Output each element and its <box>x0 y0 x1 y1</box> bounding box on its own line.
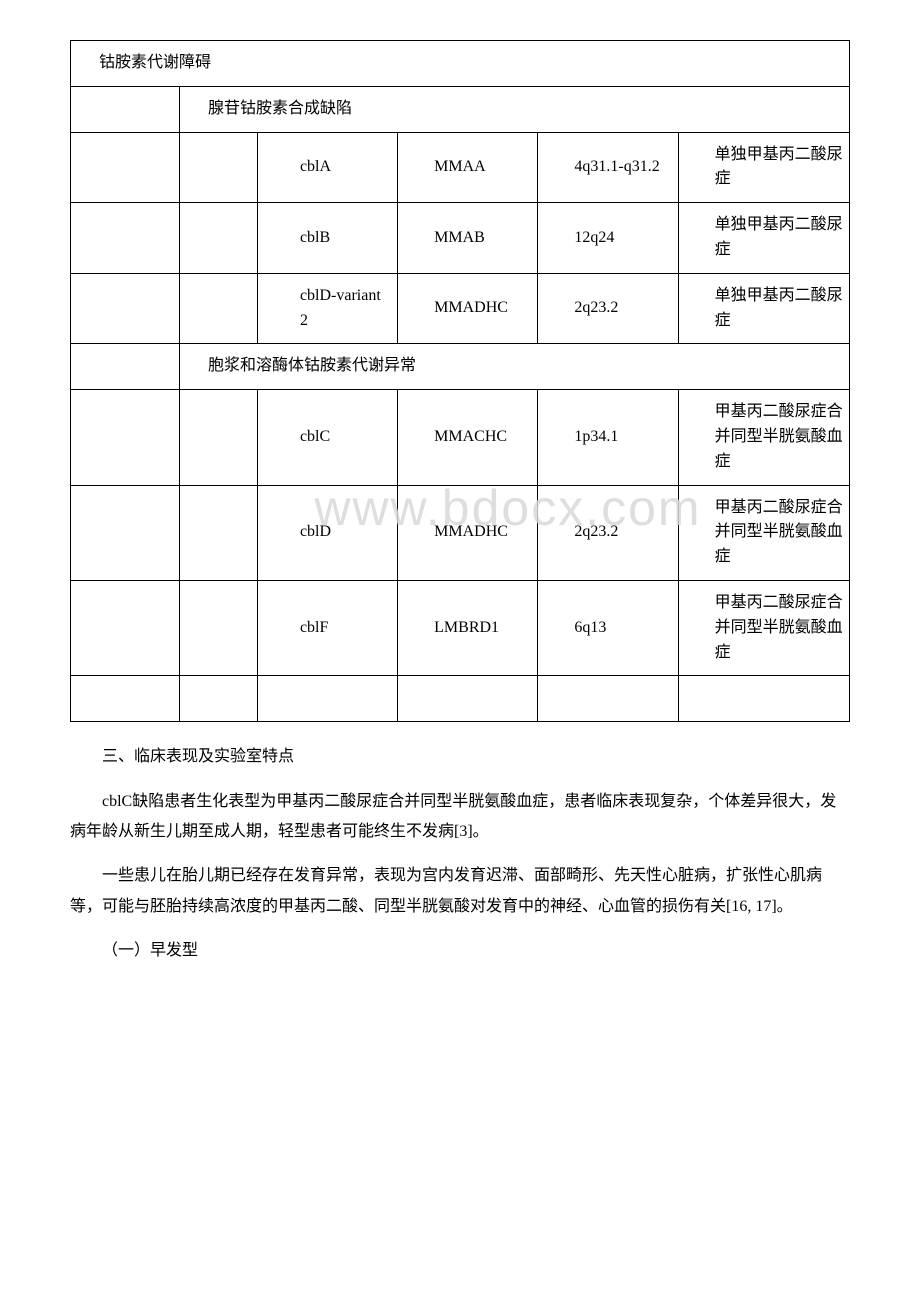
cell-locus: 4q31.1-q31.2 <box>538 132 678 203</box>
cell-locus: 12q24 <box>538 203 678 274</box>
body-text: 三、临床表现及实验室特点 cblC缺陷患者生化表型为甲基丙二酸尿症合并同型半胱氨… <box>70 742 850 966</box>
cell-type: cblD-variant 2 <box>257 273 397 344</box>
document-page: 钴胺素代谢障碍 腺苷钴胺素合成缺陷 cblA MMAA 4q31.1-q31.2… <box>0 0 920 1040</box>
classification-table: 钴胺素代谢障碍 腺苷钴胺素合成缺陷 cblA MMAA 4q31.1-q31.2… <box>70 40 850 722</box>
empty-cell <box>71 273 180 344</box>
empty-cell <box>398 676 538 722</box>
cell-type: cblB <box>257 203 397 274</box>
empty-cell <box>180 485 258 580</box>
cell-phenotype: 单独甲基丙二酸尿症 <box>678 203 849 274</box>
cell-phenotype: 单独甲基丙二酸尿症 <box>678 132 849 203</box>
table-row: cblA MMAA 4q31.1-q31.2 单独甲基丙二酸尿症 <box>71 132 850 203</box>
cell-locus: 2q23.2 <box>538 273 678 344</box>
cell-type: cblA <box>257 132 397 203</box>
empty-cell <box>71 203 180 274</box>
table-row <box>71 676 850 722</box>
empty-cell <box>180 273 258 344</box>
empty-cell <box>180 132 258 203</box>
table-row: cblD-variant 2 MMADHC 2q23.2 单独甲基丙二酸尿症 <box>71 273 850 344</box>
empty-cell <box>71 86 180 132</box>
empty-cell <box>71 580 180 675</box>
cell-type: cblC <box>257 390 397 485</box>
empty-cell <box>71 676 180 722</box>
empty-cell <box>678 676 849 722</box>
paragraph: 一些患儿在胎儿期已经存在发育异常，表现为宫内发育迟滞、面部畸形、先天性心脏病，扩… <box>70 861 850 922</box>
empty-cell <box>180 580 258 675</box>
empty-cell <box>71 132 180 203</box>
subsection-header: 腺苷钴胺素合成缺陷 <box>180 86 850 132</box>
table-row: cblB MMAB 12q24 单独甲基丙二酸尿症 <box>71 203 850 274</box>
cell-gene: LMBRD1 <box>398 580 538 675</box>
cell-gene: MMAB <box>398 203 538 274</box>
empty-cell <box>71 390 180 485</box>
paragraph: cblC缺陷患者生化表型为甲基丙二酸尿症合并同型半胱氨酸血症，患者临床表现复杂，… <box>70 787 850 848</box>
cell-gene: MMADHC <box>398 273 538 344</box>
cell-locus: 6q13 <box>538 580 678 675</box>
empty-cell <box>180 390 258 485</box>
table-row: www.bdocx.com cblD MMADHC 2q23.2 甲基丙二酸尿症… <box>71 485 850 580</box>
table-row: cblF LMBRD1 6q13 甲基丙二酸尿症合并同型半胱氨酸血症 <box>71 580 850 675</box>
section-header: 钴胺素代谢障碍 <box>71 41 850 87</box>
cell-phenotype: 甲基丙二酸尿症合并同型半胱氨酸血症 <box>678 485 849 580</box>
empty-cell <box>180 203 258 274</box>
cell-phenotype: 单独甲基丙二酸尿症 <box>678 273 849 344</box>
table-row: 腺苷钴胺素合成缺陷 <box>71 86 850 132</box>
paragraph: （一）早发型 <box>70 936 850 966</box>
subsection-header: 胞浆和溶酶体钴胺素代谢异常 <box>180 344 850 390</box>
cell-type: cblF <box>257 580 397 675</box>
section-heading: 三、临床表现及实验室特点 <box>70 742 850 772</box>
cell-type: www.bdocx.com cblD <box>257 485 397 580</box>
cell-locus: 2q23.2 <box>538 485 678 580</box>
cell-gene: MMACHC <box>398 390 538 485</box>
cell-gene: MMAA <box>398 132 538 203</box>
empty-cell <box>71 344 180 390</box>
cell-locus: 1p34.1 <box>538 390 678 485</box>
table-row: 胞浆和溶酶体钴胺素代谢异常 <box>71 344 850 390</box>
empty-cell <box>180 676 258 722</box>
cell-phenotype: 甲基丙二酸尿症合并同型半胱氨酸血症 <box>678 580 849 675</box>
empty-cell <box>71 485 180 580</box>
table-row: 钴胺素代谢障碍 <box>71 41 850 87</box>
table-row: cblC MMACHC 1p34.1 甲基丙二酸尿症合并同型半胱氨酸血症 <box>71 390 850 485</box>
empty-cell <box>257 676 397 722</box>
cell-phenotype: 甲基丙二酸尿症合并同型半胱氨酸血症 <box>678 390 849 485</box>
cell-gene: MMADHC <box>398 485 538 580</box>
empty-cell <box>538 676 678 722</box>
